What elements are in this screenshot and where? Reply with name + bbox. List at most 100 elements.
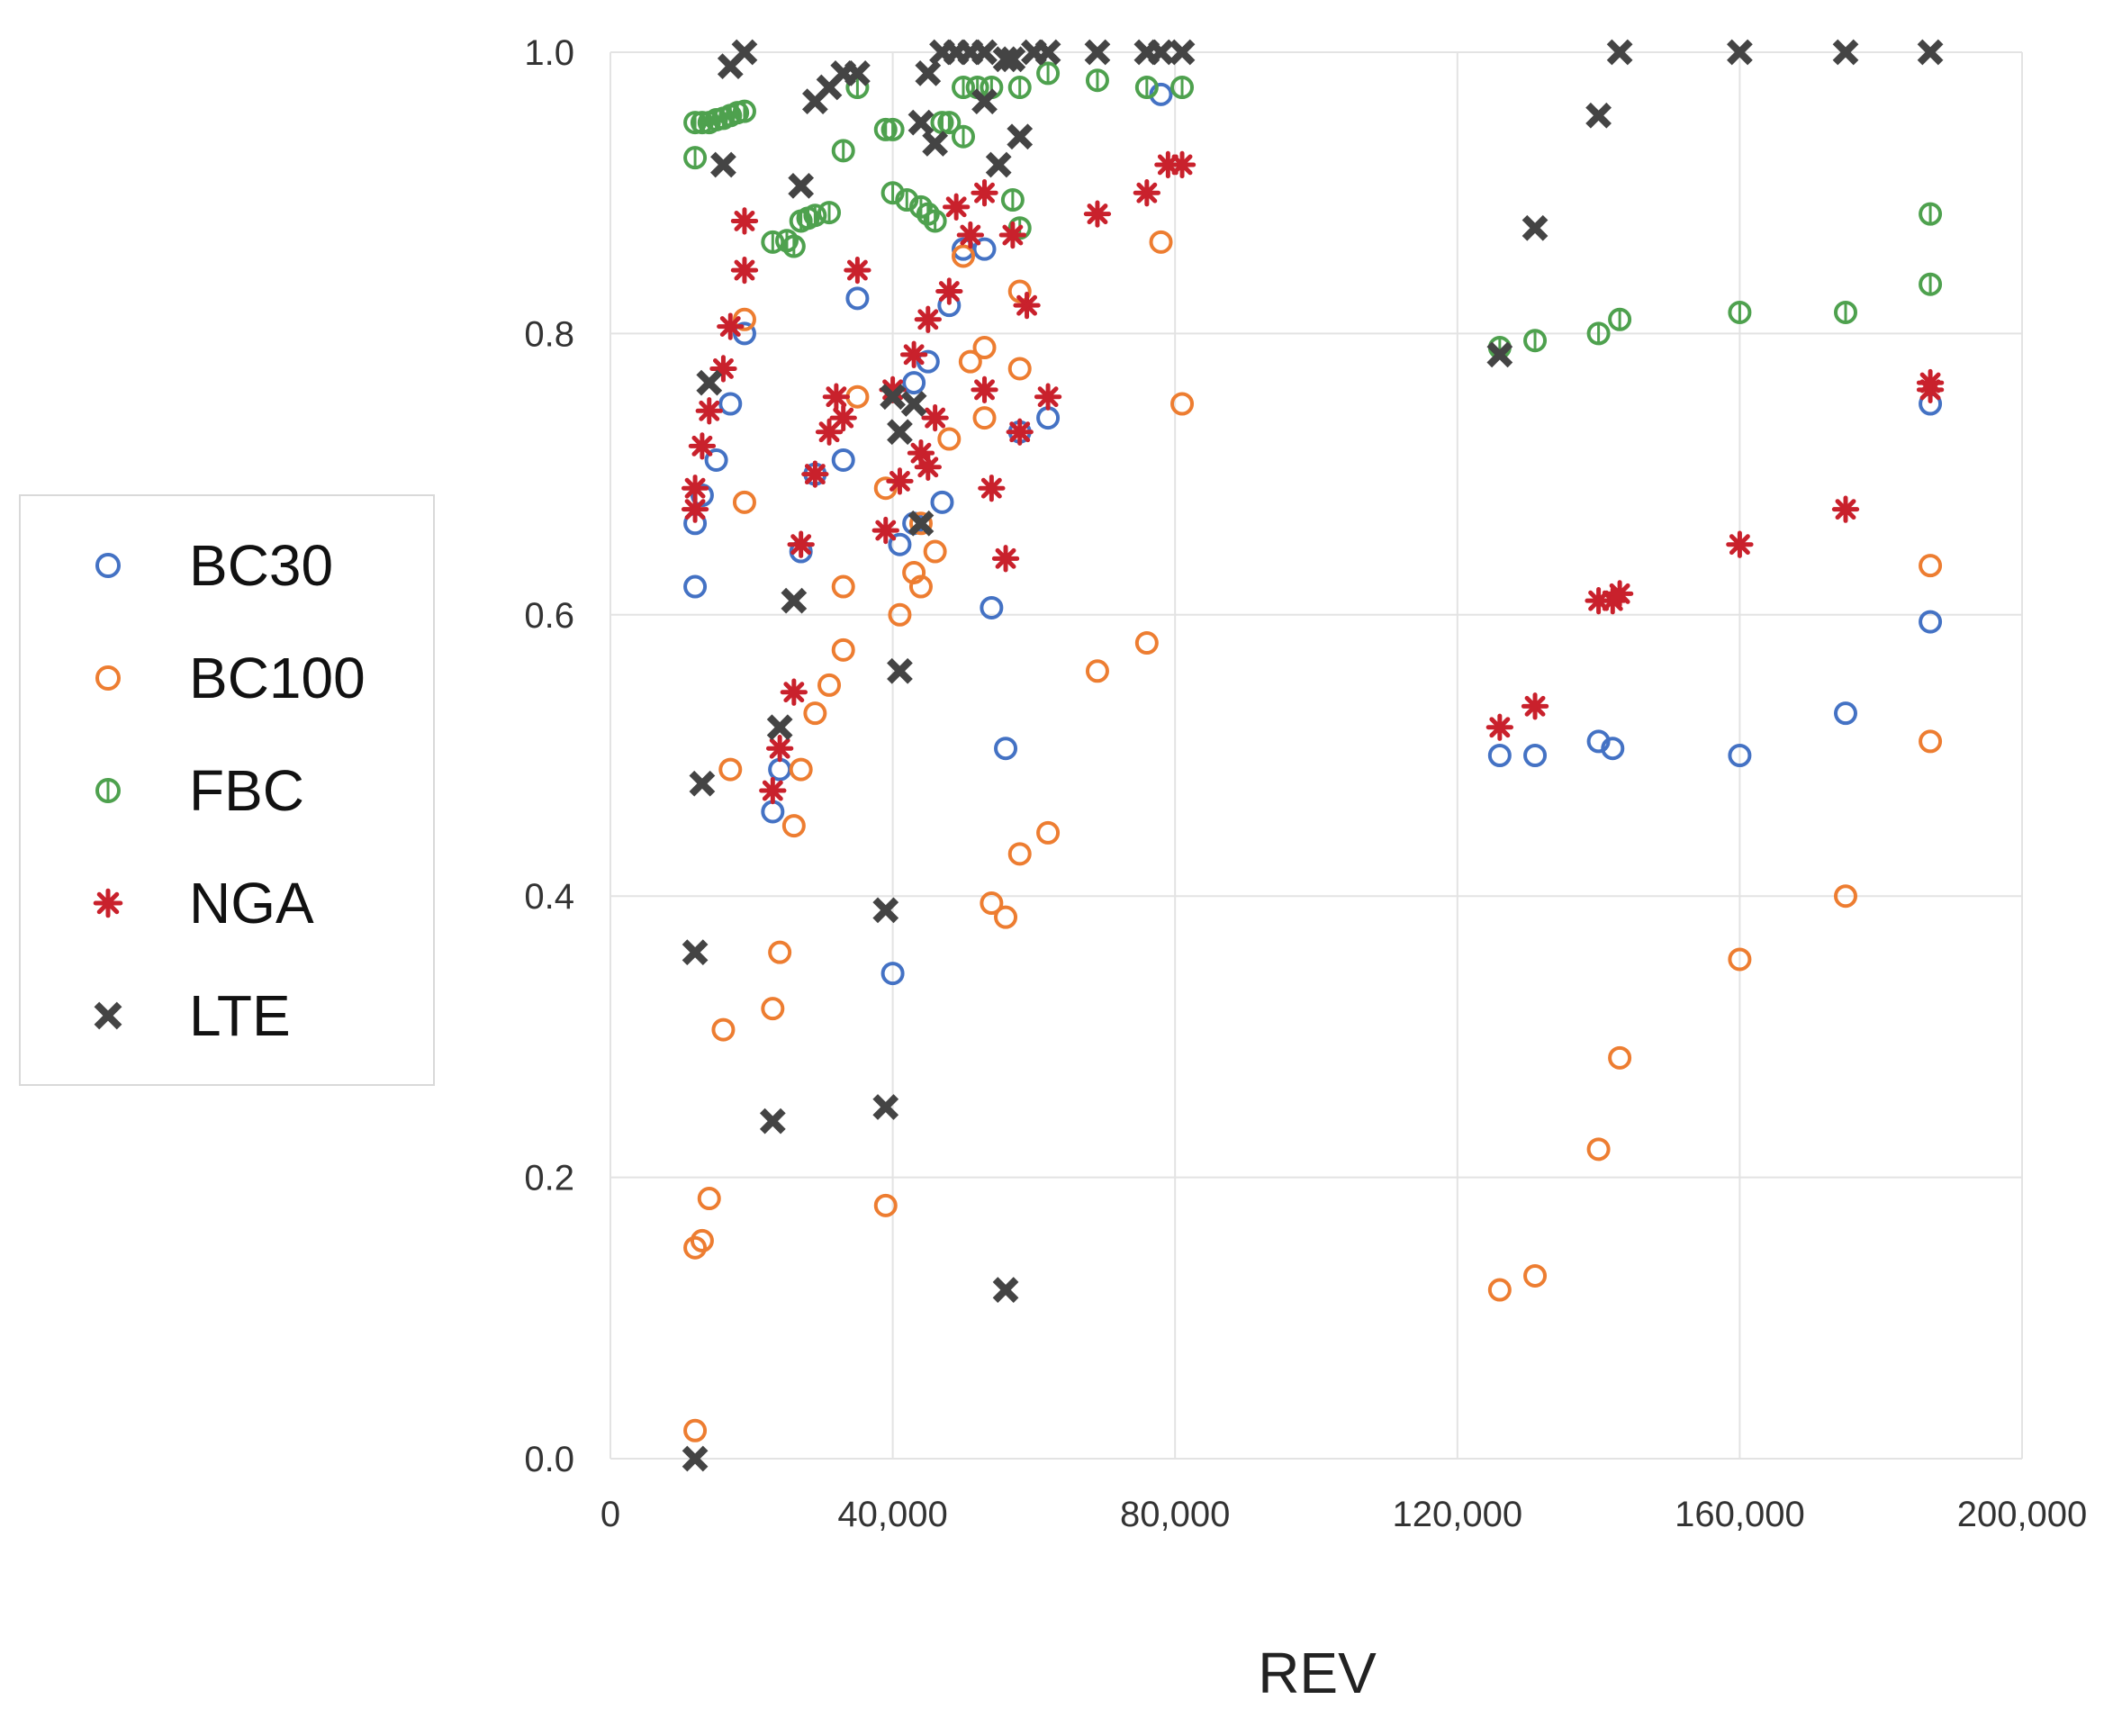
data-point-fbc — [1834, 300, 1857, 324]
data-point-nga — [787, 530, 815, 558]
legend-box — [19, 494, 435, 1086]
data-point-lte — [880, 384, 906, 411]
data-point-nga — [759, 776, 787, 805]
data-point-bc30 — [718, 392, 743, 416]
data-point-nga — [822, 383, 851, 411]
data-point-lte — [766, 714, 793, 741]
data-point-nga — [914, 453, 942, 481]
data-point-bc100 — [980, 891, 1004, 916]
data-point-bc100 — [831, 637, 855, 662]
data-point-bc100 — [1487, 1278, 1512, 1302]
data-point-fbc — [923, 209, 947, 233]
data-point-lte — [710, 151, 736, 178]
data-point-nga — [717, 312, 745, 340]
legend-label-lte: LTE — [189, 983, 291, 1048]
data-point-lte — [696, 369, 723, 396]
data-point-nga — [1168, 150, 1196, 179]
data-point-lte — [971, 88, 998, 115]
series-bc100 — [683, 230, 1943, 1442]
data-point-lte — [1084, 39, 1111, 66]
data-point-bc100 — [732, 490, 756, 514]
legend-marker-lte — [94, 1001, 122, 1030]
data-point-nga — [899, 340, 928, 368]
y-tick-label: 0.2 — [524, 1159, 574, 1198]
legend-item-fbc: FBC — [95, 758, 304, 823]
data-point-fbc — [781, 234, 806, 258]
legend-label-fbc: FBC — [189, 758, 304, 823]
data-point-nga — [1521, 692, 1549, 720]
data-point-bc30 — [980, 595, 1004, 619]
data-point-lte — [844, 60, 871, 86]
x-tick-label: 120,000 — [1393, 1495, 1523, 1534]
data-point-fbc — [803, 203, 827, 228]
data-point-bc100 — [718, 757, 743, 782]
data-point-nga — [1133, 179, 1160, 207]
data-point-bc100 — [697, 1187, 721, 1211]
data-point-bc100 — [711, 1017, 736, 1042]
data-point-fbc — [1036, 61, 1061, 86]
data-point-fbc — [1007, 76, 1032, 100]
data-point-nga — [1485, 713, 1513, 741]
data-point-bc100 — [1834, 884, 1857, 909]
data-point-bc100 — [908, 511, 933, 536]
data-point-bc30 — [1728, 744, 1752, 767]
data-points — [681, 39, 1945, 1472]
data-point-bc30 — [902, 371, 926, 395]
x-tick-label: 0 — [600, 1495, 620, 1534]
data-point-fbc — [1085, 68, 1109, 93]
legend-marker-bc100 — [95, 665, 121, 691]
legend-marker-nga — [93, 888, 123, 918]
data-point-bc100 — [1919, 554, 1943, 578]
data-point-bc100 — [1170, 392, 1195, 416]
data-point-fbc — [880, 117, 905, 141]
data-point-bc100 — [1036, 820, 1061, 845]
data-point-lte — [971, 39, 998, 66]
data-point-lte — [689, 770, 716, 797]
data-point-lte — [1169, 39, 1196, 66]
data-point-lte — [682, 1445, 709, 1472]
data-point-lte — [1486, 341, 1513, 368]
data-point-nga — [1726, 530, 1754, 558]
data-point-nga — [1013, 292, 1041, 320]
data-point-nga — [1006, 418, 1034, 446]
data-point-bc30 — [761, 800, 785, 824]
data-point-nga — [971, 179, 998, 207]
data-point-bc100 — [1608, 1045, 1632, 1070]
data-point-bc100 — [817, 673, 842, 697]
legend-label-bc30: BC30 — [189, 533, 333, 598]
data-point-bc100 — [761, 997, 785, 1021]
data-point-nga — [978, 475, 1006, 502]
data-point-nga — [1154, 150, 1182, 179]
x-tick-label: 80,000 — [1120, 1495, 1230, 1534]
x-tick-label: 40,000 — [837, 1495, 947, 1534]
data-point-bc100 — [789, 757, 813, 782]
data-point-bc100 — [690, 1228, 714, 1252]
series-bc30 — [683, 82, 1943, 986]
data-point-fbc — [1728, 300, 1752, 324]
data-point-lte — [1832, 39, 1859, 66]
data-point-nga — [780, 678, 808, 706]
data-point-nga — [943, 193, 971, 221]
data-point-fbc — [817, 201, 842, 225]
data-point-lte — [1522, 214, 1549, 241]
data-point-bc30 — [972, 237, 997, 261]
data-point-bc100 — [908, 574, 933, 599]
data-point-fbc — [1919, 202, 1943, 226]
data-point-fbc — [952, 76, 975, 100]
legend-item-nga: NGA — [93, 871, 314, 936]
data-point-nga — [844, 256, 871, 285]
legend-item-bc30: BC30 — [95, 533, 333, 598]
legend-marker-fbc — [95, 778, 121, 803]
data-point-nga — [991, 545, 1020, 573]
data-point-nga — [971, 375, 998, 404]
data-point-fbc — [761, 230, 785, 254]
data-point-fbc — [1919, 272, 1943, 296]
data-point-nga — [681, 475, 709, 502]
legend-label-nga: NGA — [189, 871, 314, 936]
data-point-lte — [759, 1108, 786, 1135]
data-point-nga — [801, 460, 829, 488]
y-axis-ticks: 0.0 0.2 0.4 0.6 0.8 1.0 — [524, 33, 574, 1479]
data-point-bc100 — [923, 539, 947, 564]
data-point-bc30 — [888, 532, 912, 556]
